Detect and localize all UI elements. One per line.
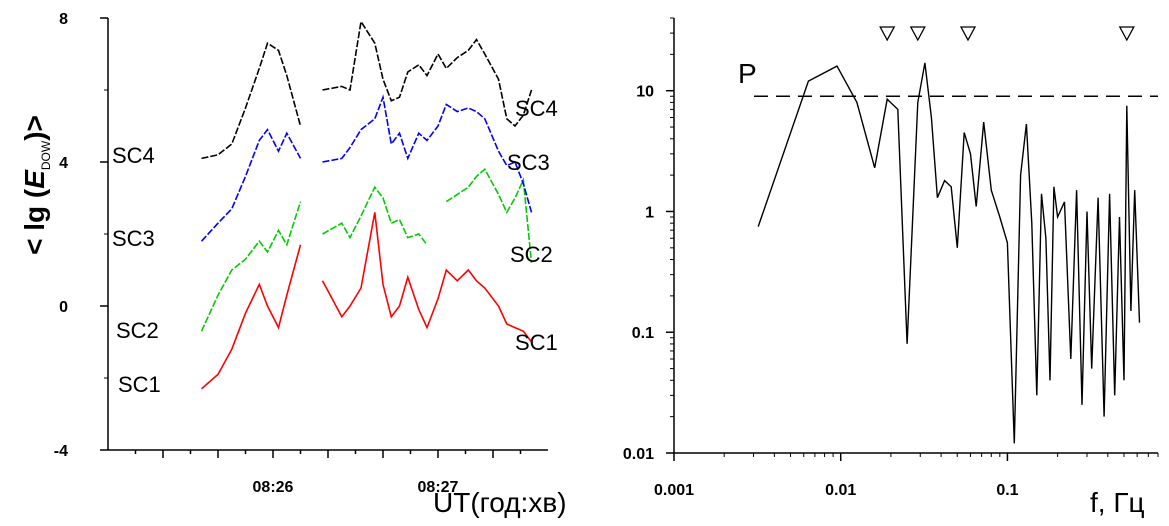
series-line-sc1 (200, 212, 533, 390)
series-line-sc3 (200, 94, 533, 242)
right-y-axis-label: P (738, 58, 757, 89)
left-chart: 8 4 0 -4 08:26 08:27 SC4 SC3 SC2 SC1 SC4 SC3 SC2 SC1 (54, 11, 558, 496)
series-line-sc4 (201, 19, 533, 160)
right-chart: 10 1 0.1 0.01 0.001 0.01 0.1 (623, 17, 1159, 499)
right-x-axis-label: f, Гц (1090, 487, 1145, 518)
series-label-right-sc1: SC1 (515, 330, 558, 355)
left-y-tick-label: 8 (59, 11, 68, 28)
series-label-right-sc4: SC4 (515, 96, 558, 121)
svg-text:< lg (EDOW)>: < lg (EDOW)> (19, 115, 53, 255)
left-y-label-suffix: )> (19, 115, 50, 141)
series-label-left-sc1: SC1 (118, 372, 161, 397)
series-label-right-sc2: SC2 (510, 242, 553, 267)
peak-marker-triangle (879, 26, 896, 42)
power-spectrum-line (757, 62, 1141, 444)
left-x-tick-label: 08:26 (253, 479, 294, 496)
left-y-tick-label: 0 (59, 299, 68, 316)
peak-marker-triangle (959, 26, 977, 42)
right-x-tick-label: 0.01 (825, 482, 856, 499)
left-y-label-prefix: < lg ( (19, 188, 50, 255)
left-x-axis-label: UT(год:хв) (433, 487, 567, 518)
right-y-tick-label: 10 (636, 84, 654, 101)
right-x-tick-label: 0.1 (996, 482, 1018, 499)
right-y-tick-label: 0.01 (623, 446, 654, 463)
peak-marker-triangle (1118, 26, 1135, 42)
series-label-left-sc2: SC2 (116, 318, 159, 343)
left-x-tick-label: 08:27 (418, 479, 459, 496)
series-label-left-sc4: SC4 (112, 143, 155, 168)
right-y-tick-label: 1 (645, 204, 654, 221)
right-y-tick-label: 0.1 (632, 325, 654, 342)
series-line-sc2 (200, 167, 533, 332)
left-y-axis-label: < lg (EDOW)> (19, 115, 53, 255)
left-y-label-sub: DOW (39, 140, 53, 170)
left-y-tick-label: -4 (54, 443, 68, 460)
peak-marker-triangle (909, 26, 926, 42)
series-label-left-sc3: SC3 (112, 226, 155, 251)
left-y-tick-label: 4 (59, 155, 68, 172)
right-x-tick-label: 0.001 (654, 482, 694, 499)
left-y-label-var: E (19, 169, 50, 189)
series-label-right-sc3: SC3 (507, 150, 550, 175)
